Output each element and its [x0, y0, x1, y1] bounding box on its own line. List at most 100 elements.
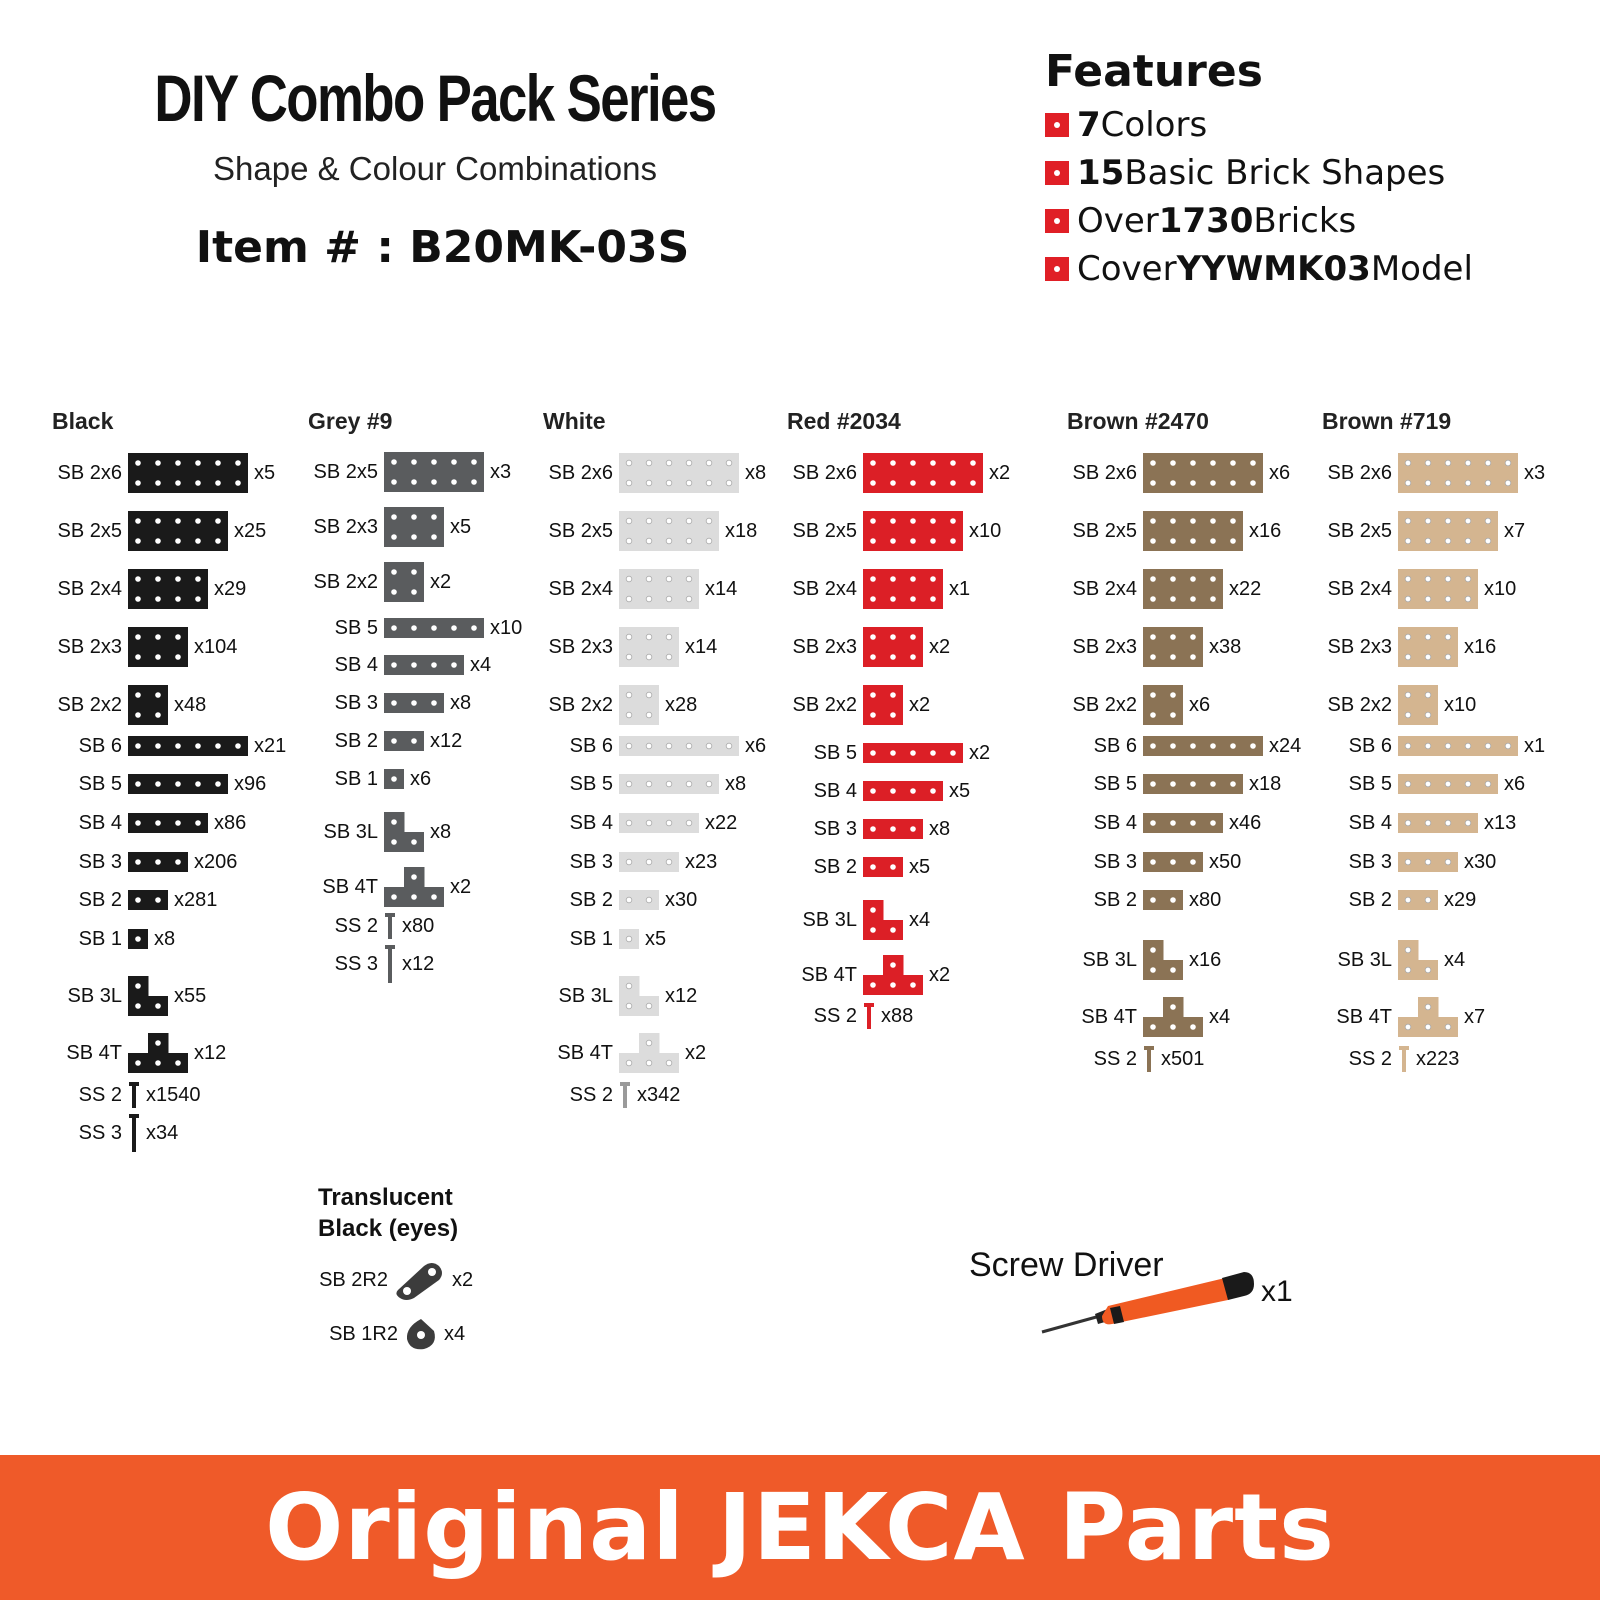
part-row-sb-4: SB 4 x46 [1057, 811, 1262, 834]
part-qty: x10 [490, 616, 523, 639]
brick-sb-2x2-icon [1143, 685, 1183, 725]
screw-icon [1399, 1046, 1409, 1072]
part-qty: x8 [450, 691, 472, 714]
part-row-sb-2x3: SB 2x3 x5 [298, 507, 471, 547]
brick-sb-2x4-icon [1398, 569, 1478, 609]
part-qty: x18 [725, 519, 758, 542]
part-qty: x50 [1209, 850, 1242, 873]
feature-text: Colors [1100, 105, 1208, 145]
brick-sb-4t-icon [1398, 997, 1458, 1037]
bullet-icon [1045, 161, 1069, 185]
item-number: Item # : B20MK-03S [195, 222, 690, 273]
part-qty: x18 [1249, 772, 1282, 795]
part-qty: x2 [969, 741, 991, 764]
part-row-sb-2x6: SB 2x6 x6 [1057, 453, 1290, 493]
part-label: SB 4 [813, 779, 857, 802]
brick-sb-2x5-icon [863, 511, 963, 551]
bullet-icon [1045, 209, 1069, 233]
part-row-sb-2x3: SB 2x3 x38 [1057, 627, 1241, 667]
part-label: SB 2x5 [792, 519, 857, 542]
brick-sb-2x2-icon [128, 685, 168, 725]
part-qty: x12 [430, 729, 463, 752]
part-label: SB 2x3 [548, 635, 613, 658]
part-qty: x10 [1444, 693, 1477, 716]
feature-bold: 15 [1077, 153, 1125, 193]
part-row-sb-2x2: SB 2x2 x10 [1312, 685, 1476, 725]
part-row-sb-4t: SB 4T x7 [1312, 997, 1485, 1037]
part-label: SB 2x2 [548, 693, 613, 716]
part-qty: x6 [1269, 461, 1291, 484]
part-label: SB 3 [813, 817, 857, 840]
part-qty: x2 [989, 461, 1011, 484]
part-qty: x2 [430, 570, 452, 593]
part-label: SB 5 [78, 772, 122, 795]
part-label: SB 2x5 [548, 519, 613, 542]
part-label: SB 4 [1348, 811, 1392, 834]
part-row-sb-2x2: SB 2x2 x2 [777, 685, 930, 725]
part-row-sb-2x3: SB 2x3 x2 [777, 627, 950, 667]
part-label: SB 3L [67, 984, 122, 1007]
part-label: SB 3 [78, 850, 122, 873]
part-qty: x7 [1464, 1005, 1486, 1028]
column-heading-brown-719: Brown #719 [1322, 408, 1452, 434]
brick-sb-2x6-icon [863, 453, 983, 493]
part-label: SB 2 [1093, 888, 1137, 911]
brick-sb-4-icon [1143, 813, 1223, 833]
part-label: SB 4 [334, 653, 378, 676]
part-qty: x55 [174, 984, 207, 1007]
part-qty: x88 [881, 1004, 914, 1027]
part-label: SB 3 [569, 850, 613, 873]
feature-bold: YYWMK03 [1176, 249, 1371, 289]
part-label: SB 1R2 [329, 1322, 398, 1345]
part-row-sb-2: SB 2 x29 [1312, 889, 1477, 911]
part-label: SB 4 [78, 811, 122, 834]
part-qty: x16 [1249, 519, 1282, 542]
part-qty: x5 [645, 927, 667, 950]
brick-sb-2-icon [128, 890, 168, 910]
part-row-ss-2: SS 2 x342 [533, 1082, 680, 1108]
brick-sb-2-icon [863, 857, 903, 877]
part-row-sb-6: SB 6 x21 [42, 735, 287, 757]
pack-title: DIY Combo Pack Series [154, 61, 717, 135]
part-qty: x1 [949, 577, 971, 600]
part-row-ss-3: SS 3 x12 [298, 945, 434, 983]
brick-sb-3l-icon [1143, 940, 1183, 980]
brick-sb-4-icon [384, 655, 464, 675]
part-row-sb-2r2: SB 2R2 x2 [312, 1260, 473, 1300]
feature-text: Bricks [1253, 201, 1357, 241]
part-label: SB 2x4 [1327, 577, 1392, 600]
part-label: SB 2x5 [1327, 519, 1392, 542]
part-row-sb-5: SB 5 x96 [42, 772, 267, 795]
part-row-sb-2x2: SB 2x2 x48 [42, 685, 206, 725]
part-row-sb-4t: SB 4T x12 [42, 1033, 226, 1073]
part-row-sb-3: SB 3 x23 [533, 850, 718, 873]
part-row-sb-2x5: SB 2x5 x25 [42, 511, 266, 551]
part-row-sb-4: SB 4 x4 [298, 653, 491, 676]
part-row-sb-4t: SB 4T x2 [533, 1033, 706, 1073]
part-qty: x14 [705, 577, 738, 600]
part-label: SB 5 [1093, 772, 1137, 795]
part-label: SB 6 [1093, 734, 1137, 757]
part-row-sb-2x4: SB 2x4 x14 [533, 569, 737, 609]
brick-sb-2x2-icon [863, 685, 903, 725]
part-row-sb-2: SB 2 x30 [533, 889, 698, 911]
brick-sb-2-icon [619, 890, 659, 910]
part-label: SB 4T [1081, 1005, 1137, 1028]
part-label: SB 6 [1348, 734, 1392, 757]
part-row-sb-2x4: SB 2x4 x1 [777, 569, 970, 609]
eye-2r2-icon [396, 1263, 442, 1300]
part-row-sb-2x2: SB 2x2 x2 [298, 562, 451, 602]
translucent-heading: Translucent Black (eyes) [318, 1182, 458, 1244]
part-qty: x12 [665, 984, 698, 1007]
part-qty: x30 [1464, 850, 1497, 873]
brick-sb-4-icon [863, 781, 943, 801]
brick-sb-6-icon [1143, 736, 1263, 756]
part-label: SS 2 [334, 914, 378, 937]
part-row-sb-1: SB 1 x8 [42, 928, 175, 950]
part-qty: x8 [929, 817, 951, 840]
brick-sb-5-icon [128, 774, 228, 794]
part-label: SB 4 [1093, 811, 1137, 834]
part-qty: x2 [929, 963, 951, 986]
part-row-sb-2x6: SB 2x6 x2 [777, 453, 1010, 493]
part-row-sb-2: SB 2 x281 [42, 889, 218, 911]
